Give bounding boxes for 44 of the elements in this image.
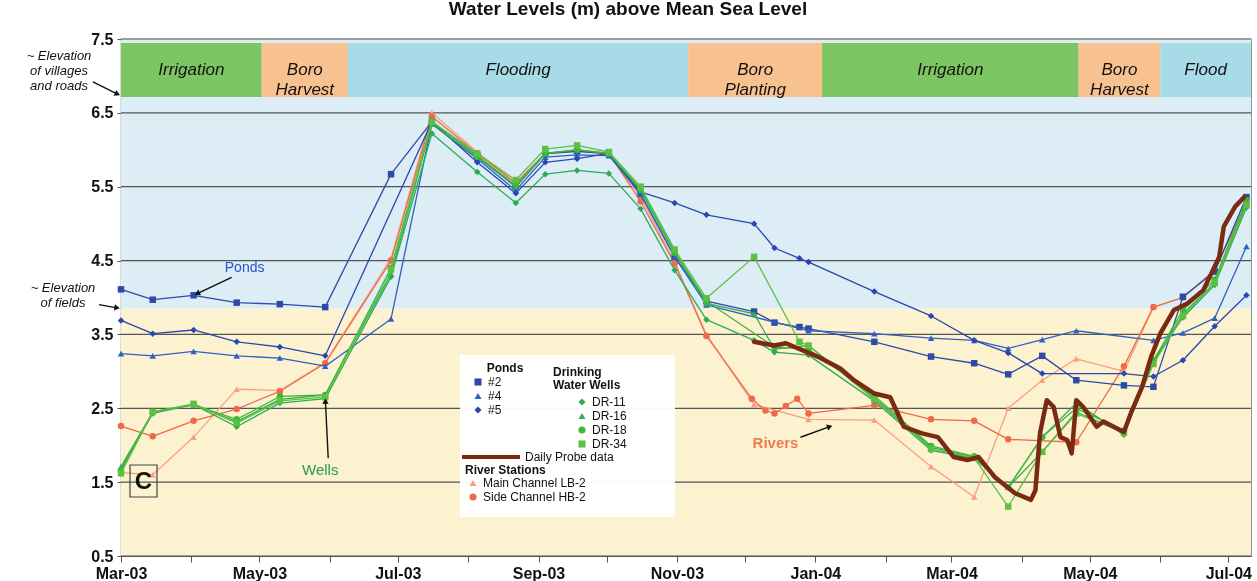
annotation: C: [134, 467, 153, 494]
chart-title: Water Levels (m) above Mean Sea Level: [448, 0, 808, 19]
y-tick-label: 1.5: [91, 473, 114, 491]
annotation: Ponds: [224, 259, 265, 276]
x-tick-label: Mar-03: [95, 564, 148, 581]
x-tick-label: Nov-03: [650, 564, 705, 581]
x-tick-label: May-03: [232, 564, 288, 581]
legend-label: #2: [488, 375, 502, 389]
band-label: Flooding: [485, 60, 552, 79]
y-tick-label: 6.5: [91, 104, 114, 122]
y-tick-label: 3.5: [91, 325, 114, 343]
x-tick-label: May-04: [1063, 564, 1118, 581]
band-label: Flood: [1184, 60, 1228, 79]
y-tick-label: 4.5: [91, 252, 114, 270]
y-tick-label: 7.5: [91, 30, 114, 48]
annotation: Rivers: [752, 434, 799, 452]
legend-label: Daily Probe data: [525, 450, 615, 464]
legend-label: #4: [488, 389, 502, 403]
annotation: Wells: [302, 461, 339, 479]
x-tick-label: Sep-03: [512, 564, 566, 581]
x-tick-label: Jan-04: [790, 564, 842, 581]
y-tick-label: 2.5: [91, 399, 114, 417]
legend-label: Main Channel LB-2: [483, 476, 587, 490]
legend-label: DR-34: [592, 437, 627, 451]
legend-label: DR-11: [592, 395, 627, 409]
x-tick-label: Jul-04: [1205, 564, 1253, 581]
legend-label: Side Channel HB-2: [483, 490, 587, 504]
annotation: ~ Elevation of villages and roads: [26, 47, 92, 93]
y-tick-label: 0.5: [91, 547, 114, 565]
annotation: Drinking Water Wells: [553, 365, 621, 392]
legend-label: #5: [488, 403, 502, 417]
band-label: Boro Harvest: [275, 60, 336, 99]
legend-label: DR-16: [592, 409, 627, 423]
annotation: ~ Elevation of fields: [30, 279, 96, 310]
band-label: Boro Harvest: [1090, 60, 1150, 99]
x-tick-label: Mar-04: [926, 564, 978, 581]
band-label: Irrigation: [158, 60, 225, 79]
band-label: Boro Planting: [724, 60, 787, 99]
legend-label: DR-18: [592, 423, 627, 437]
annotation: Ponds: [486, 361, 524, 375]
y-tick-label: 5.5: [91, 178, 114, 196]
x-tick-label: Jul-03: [375, 564, 422, 581]
annotation: River Stations: [465, 463, 547, 477]
band-label: Irrigation: [917, 60, 984, 79]
